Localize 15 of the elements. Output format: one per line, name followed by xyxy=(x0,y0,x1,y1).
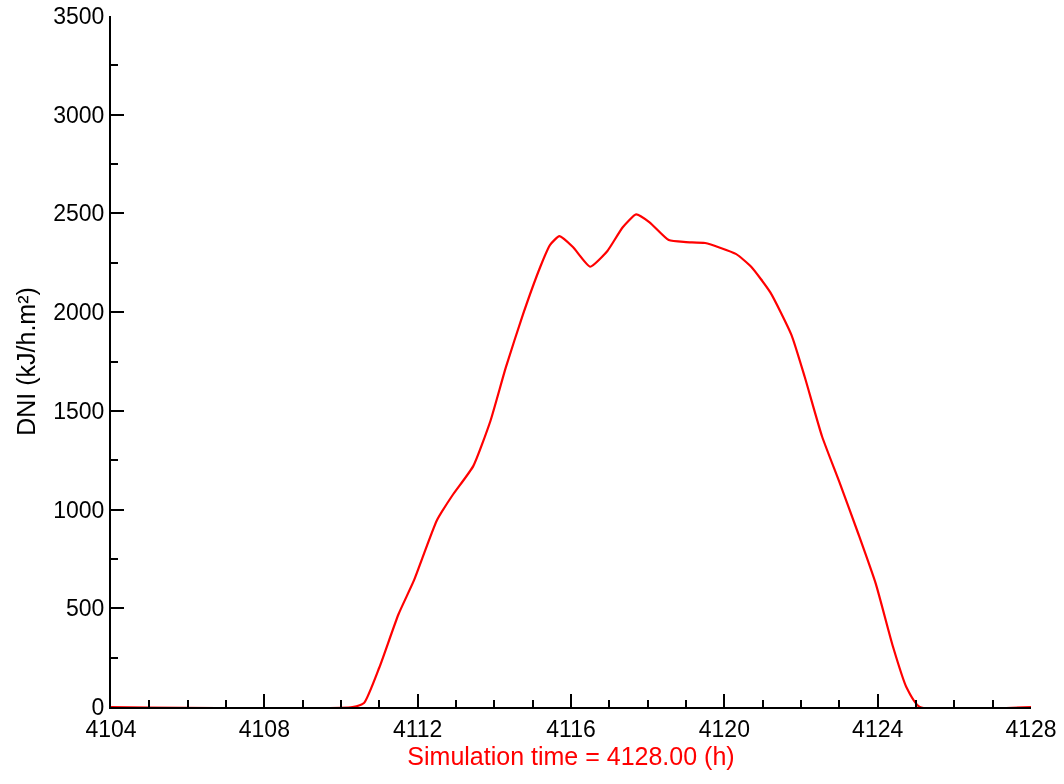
y-tick-label: 1500 xyxy=(53,397,105,424)
x-tick-label: 4124 xyxy=(852,715,904,742)
x-tick-label: 4128 xyxy=(1005,715,1057,742)
y-tick-label: 2000 xyxy=(53,299,105,326)
x-tick-label: 4116 xyxy=(546,715,596,742)
x-axis-title: Simulation time = 4128.00 (h) xyxy=(407,741,735,770)
x-tick-label: 4108 xyxy=(238,715,290,742)
y-tick-label: 3500 xyxy=(53,3,105,30)
y-tick-label: 500 xyxy=(66,595,105,622)
y-tick-label: 1000 xyxy=(53,496,105,523)
x-tick-label: 4112 xyxy=(392,715,443,742)
x-tick-label: 4120 xyxy=(698,715,750,742)
y-tick-label: 3000 xyxy=(53,101,105,128)
y-tick-label: 2500 xyxy=(53,200,105,227)
y-axis-title: DNI (kJ/h.m²) xyxy=(12,287,41,436)
